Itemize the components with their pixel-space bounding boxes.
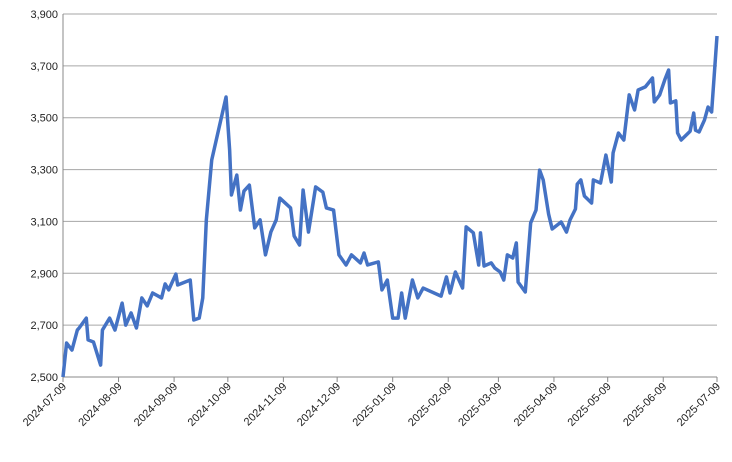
x-tick-label: 2025-07-09 [675,381,723,429]
y-tick-label: 3,900 [30,9,58,21]
x-tick-label: 2024-07-09 [21,381,69,429]
x-tick-label: 2025-01-09 [351,381,399,429]
x-tick-label: 2024-11-09 [242,381,290,429]
x-tick-label: 2024-09-09 [132,381,180,429]
x-tick-label: 2025-06-09 [621,381,669,429]
y-tick-label: 2,700 [30,320,58,332]
y-tick-label: 3,500 [30,113,58,125]
x-tick-label: 2025-04-09 [512,381,560,429]
line-series [61,35,719,378]
y-tick-label: 3,300 [30,165,58,177]
x-tick-label: 2025-02-09 [406,381,454,429]
y-tick-label: 3,700 [30,61,58,73]
y-tick-label: 2,500 [30,372,58,384]
y-tick-label: 3,100 [30,216,58,228]
x-tick-label: 2024-08-09 [76,381,124,429]
x-tick-label: 2025-05-09 [566,381,614,429]
x-tick-label: 2024-10-09 [186,381,234,429]
x-tick-label: 2024-12-09 [295,381,343,429]
x-tick-label: 2025-03-09 [456,381,504,429]
y-tick-label: 2,900 [30,268,58,280]
